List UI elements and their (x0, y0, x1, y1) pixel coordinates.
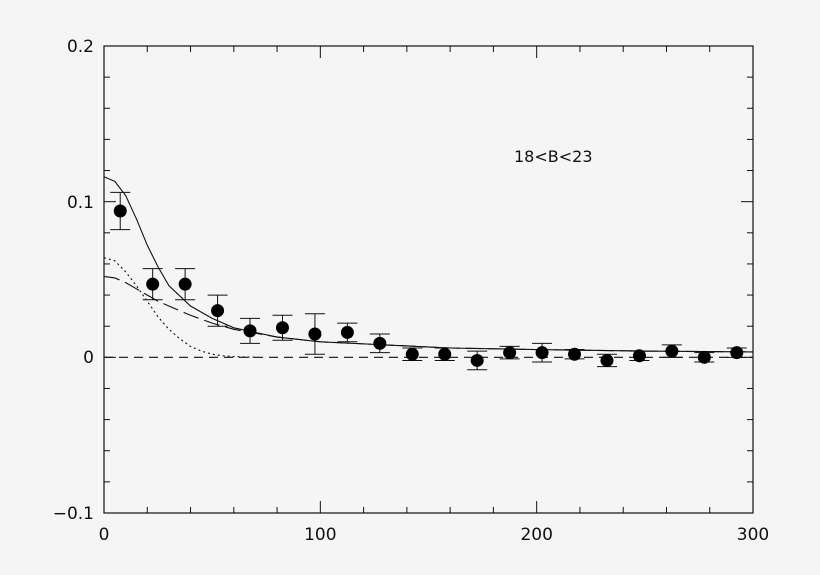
data-point-1 (142, 268, 163, 301)
marker-9 (405, 347, 419, 361)
model-curves (103, 176, 754, 358)
x-tick-label-300: 300 (737, 525, 769, 545)
x-tick-label-100: 100 (304, 525, 336, 545)
data-point-17 (661, 344, 682, 358)
marker-10 (438, 347, 452, 361)
marker-4 (243, 324, 257, 338)
data-point-15 (596, 353, 617, 368)
data-point-9 (402, 347, 423, 361)
marker-6 (308, 327, 322, 341)
data-point-5 (272, 314, 293, 341)
marker-16 (632, 349, 646, 363)
data-point-4 (240, 317, 261, 344)
x-tick-label-0: 0 (99, 525, 110, 545)
data-point-0 (110, 191, 131, 231)
data-point-10 (434, 347, 455, 361)
marker-8 (373, 336, 387, 350)
data-point-16 (629, 349, 650, 363)
data-point-11 (467, 350, 488, 371)
plot-frame (103, 45, 754, 514)
marker-12 (503, 346, 517, 360)
axis-ticks (103, 45, 754, 514)
marker-1 (146, 277, 160, 291)
marker-17 (665, 344, 679, 358)
marker-2 (178, 277, 192, 291)
x-tick-label-200: 200 (520, 525, 552, 545)
data-points (110, 191, 747, 371)
marker-5 (275, 321, 289, 335)
curve-solid-0 (103, 176, 754, 353)
marker-3 (211, 304, 225, 318)
marker-0 (113, 204, 127, 218)
y-tick-label-0.1: 0.1 (67, 193, 94, 213)
marker-19 (730, 346, 744, 360)
marker-15 (600, 353, 614, 367)
marker-7 (340, 325, 354, 339)
data-point-2 (175, 268, 196, 301)
magnitude-range-annotation: 18<B<23 (514, 147, 593, 166)
marker-11 (470, 353, 484, 367)
y-tick-label-neg0.1: −0.1 (53, 504, 94, 524)
marker-13 (535, 346, 549, 360)
data-point-3 (207, 294, 228, 327)
data-point-14 (564, 347, 585, 361)
data-point-18 (694, 350, 715, 364)
data-point-12 (499, 345, 520, 360)
data-point-6 (304, 313, 325, 355)
marker-18 (697, 350, 711, 364)
data-point-19 (726, 346, 747, 360)
data-point-13 (532, 342, 553, 363)
data-point-8 (369, 333, 390, 354)
curve-long-dash-1 (103, 275, 754, 353)
y-tick-label-0: 0 (83, 348, 94, 368)
y-tick-label-0.2: 0.2 (67, 37, 94, 57)
marker-14 (568, 347, 582, 361)
data-point-7 (337, 322, 358, 343)
curve-dotted-2 (103, 257, 256, 358)
